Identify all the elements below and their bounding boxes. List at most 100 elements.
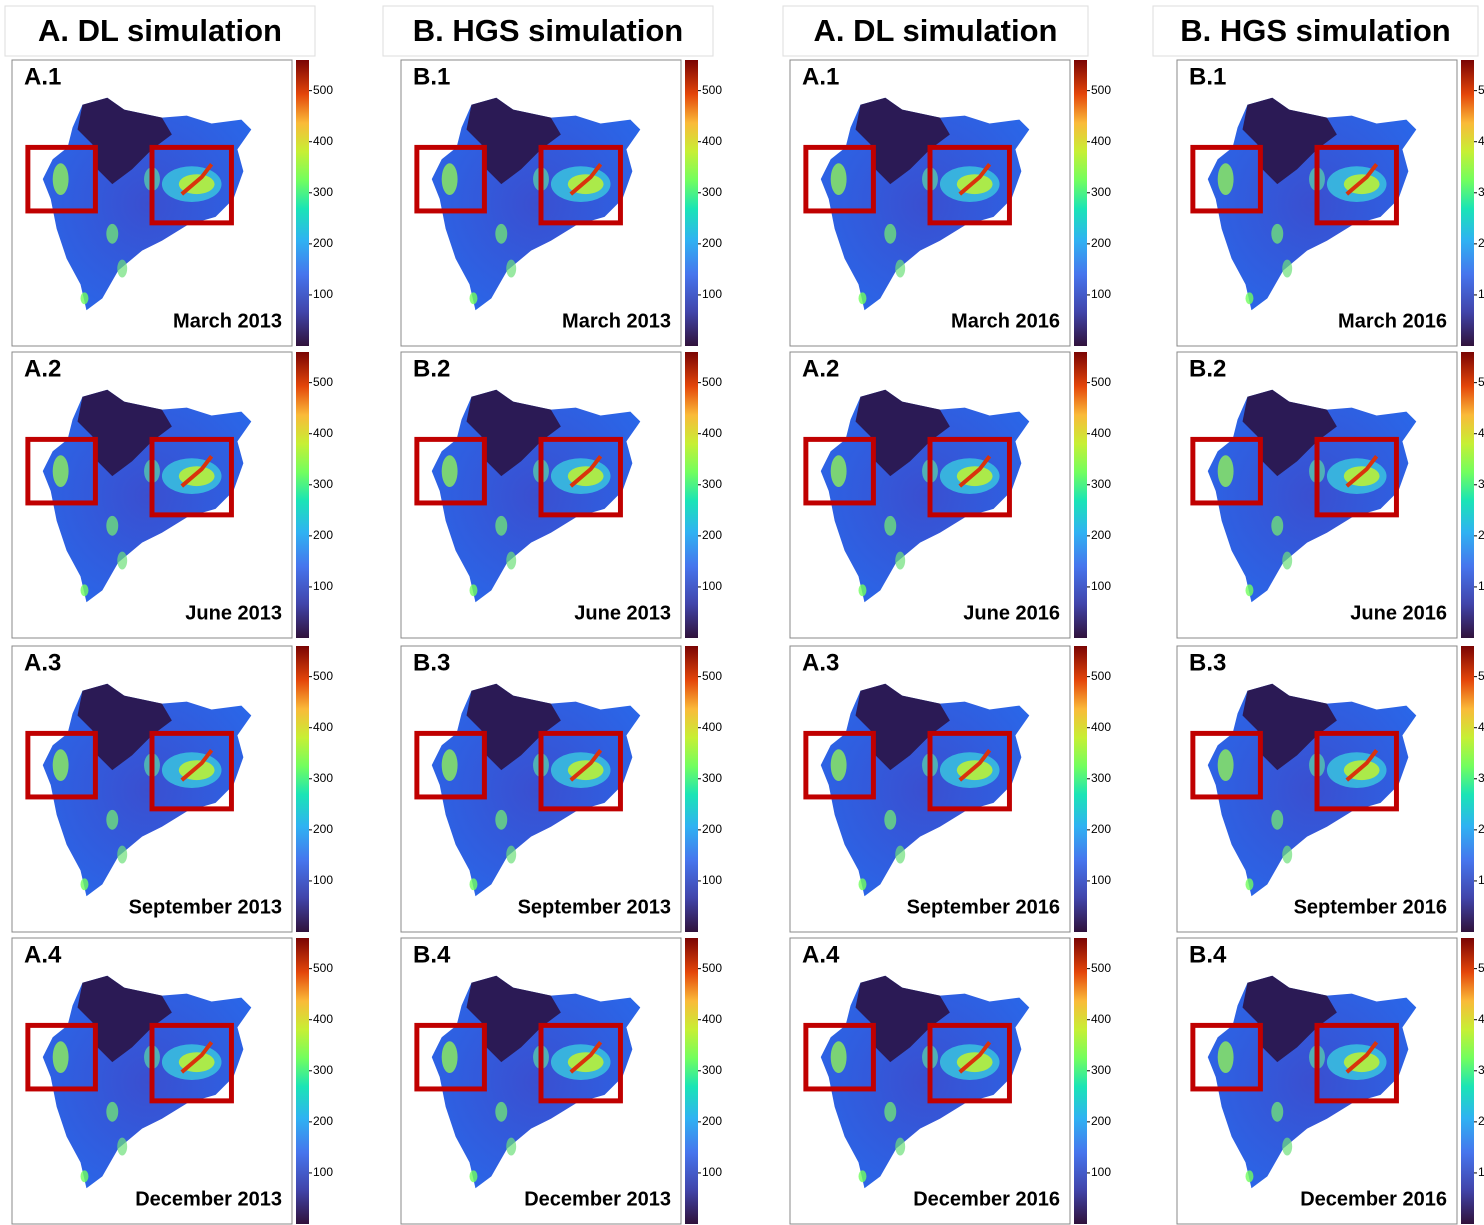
colorbar-tick-label: 300 [1091,1063,1111,1077]
colorbar-tick-label: 300 [1478,771,1484,785]
colorbar [1074,938,1087,1224]
map-panel: B.1 March 2013 100 200 300 400 500 [400,59,722,347]
colorbar-tick-label: 400 [1478,1012,1484,1026]
colorbar-tick-label: 500 [1091,669,1111,683]
colorbar-tick-label: 100 [1478,873,1484,887]
panel-label: A.3 [802,649,839,676]
colorbar-tick-label: 300 [1091,477,1111,491]
panel-label: A.3 [24,649,61,676]
colorbar-tick-label: 200 [702,236,722,250]
colorbar-tick-label: 100 [313,873,333,887]
map-panel: A.2 June 2013 100 200 300 400 500 [11,351,333,639]
colorbar-tick-label: 100 [1091,873,1111,887]
colorbar-tick-label: 300 [313,1063,333,1077]
colorbar [1461,938,1474,1224]
panel-date: September 2016 [1294,896,1447,918]
map-panel: B.3 September 2013 100 200 300 400 500 [400,645,722,933]
map-panel: A.3 September 2016 100 200 300 400 500 [789,645,1111,933]
panel-date: September 2013 [129,896,282,918]
panel-label: B.2 [1189,355,1226,382]
map-panel: B.3 September 2016 100 200 300 400 500 [1176,645,1484,933]
panel-date: March 2016 [1338,310,1447,332]
colorbar-tick-label: 300 [702,1063,722,1077]
colorbar-tick-label: 200 [702,822,722,836]
colorbar-tick-label: 100 [313,287,333,301]
colorbar-tick-label: 100 [702,1165,722,1179]
colorbar-tick-label: 400 [313,134,333,148]
colorbar-tick-label: 300 [1478,185,1484,199]
panel-date: June 2013 [574,602,671,624]
map-panel: A.2 June 2016 100 200 300 400 500 [789,351,1111,639]
panel-date: March 2013 [173,310,282,332]
colorbar-tick-label: 100 [1091,579,1111,593]
panel-date: June 2016 [963,602,1060,624]
colorbar-tick-label: 400 [702,426,722,440]
colorbar-tick-label: 400 [1091,134,1111,148]
panel-date: March 2013 [562,310,671,332]
colorbar-tick-label: 300 [313,185,333,199]
colorbar-tick-label: 500 [1478,669,1484,683]
colorbar-tick-label: 500 [702,375,722,389]
map-panel: B.1 March 2016 100 200 300 400 500 [1176,59,1484,347]
column-title: B. HGS simulation [413,13,683,48]
colorbar-tick-label: 100 [1091,287,1111,301]
colorbar-tick-label: 200 [1478,236,1484,250]
colorbar [296,60,309,346]
colorbar-tick-label: 200 [702,1114,722,1128]
map-panel: B.4 December 2016 100 200 300 400 500 [1176,937,1484,1225]
panel-label: B.4 [413,941,451,968]
colorbar-tick-label: 500 [702,83,722,97]
colorbar-tick-label: 100 [1478,579,1484,593]
colorbar-tick-label: 200 [1091,1114,1111,1128]
colorbar-tick-label: 300 [702,185,722,199]
colorbar [685,646,698,932]
colorbar-tick-label: 400 [702,1012,722,1026]
colorbar [296,352,309,638]
colorbar-tick-label: 100 [1478,287,1484,301]
panel-date: December 2016 [1300,1188,1447,1210]
colorbar-tick-label: 200 [313,1114,333,1128]
colorbar [1074,646,1087,932]
column-title: A. DL simulation [813,13,1057,48]
colorbar-tick-label: 400 [1478,426,1484,440]
colorbar-tick-label: 200 [313,236,333,250]
colorbar-tick-label: 200 [1091,822,1111,836]
colorbar [1461,60,1474,346]
colorbar-tick-label: 500 [313,669,333,683]
colorbar-tick-label: 500 [1478,83,1484,97]
panel-label: B.3 [413,649,450,676]
colorbar-tick-label: 400 [702,720,722,734]
colorbar-tick-label: 100 [313,579,333,593]
column-title: A. DL simulation [38,13,282,48]
colorbar [685,352,698,638]
colorbar-tick-label: 400 [1091,720,1111,734]
panel-label: B.1 [413,63,450,90]
colorbar [296,938,309,1224]
colorbar-tick-label: 300 [702,477,722,491]
map-panel: A.1 March 2016 100 200 300 400 500 [789,59,1111,347]
colorbar-tick-label: 100 [1091,1165,1111,1179]
colorbar-tick-label: 200 [702,528,722,542]
colorbar-tick-label: 100 [702,579,722,593]
header-box [782,5,1089,57]
panel-label: B.1 [1189,63,1226,90]
colorbar-tick-label: 300 [1091,185,1111,199]
panel-label: A.1 [802,63,839,90]
panel-date: September 2016 [907,896,1060,918]
colorbar-tick-label: 400 [1091,426,1111,440]
panel-label: B.3 [1189,649,1226,676]
map-panel: B.2 June 2016 100 200 300 400 500 [1176,351,1484,639]
panel-label: A.4 [802,941,840,968]
header-box [4,5,316,57]
colorbar [1074,60,1087,346]
colorbar-tick-label: 500 [313,83,333,97]
colorbar-tick-label: 400 [1091,1012,1111,1026]
colorbar-tick-label: 300 [702,771,722,785]
colorbar-tick-label: 100 [313,1165,333,1179]
colorbar-tick-label: 500 [1091,961,1111,975]
panel-label: B.4 [1189,941,1227,968]
colorbar-tick-label: 300 [313,771,333,785]
panel-label: A.4 [24,941,62,968]
colorbar-tick-label: 500 [1478,375,1484,389]
map-panel: A.1 March 2013 100 200 300 400 500 [11,59,333,347]
